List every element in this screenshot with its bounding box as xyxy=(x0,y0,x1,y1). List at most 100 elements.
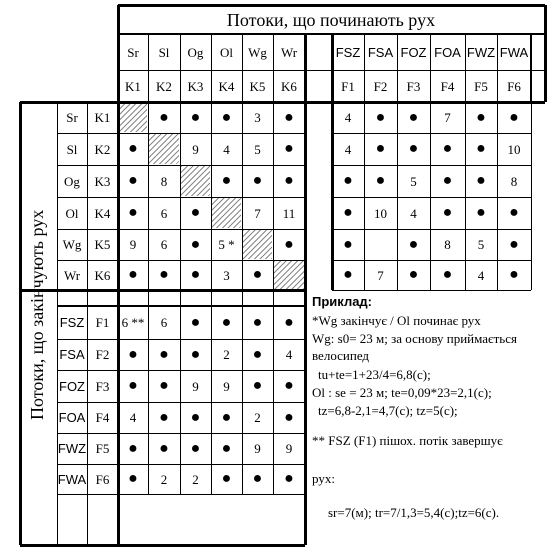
row-header-fsz: FSZ xyxy=(59,315,85,330)
grid-line xyxy=(19,102,22,545)
kk-cell-r6-c2: ● xyxy=(159,266,169,283)
example-line-2: Wg: s0= 23 м; за основу приймається xyxy=(312,331,517,346)
grid-line xyxy=(331,102,334,290)
kf-cell-r4-c6: ● xyxy=(509,204,519,221)
grid-line xyxy=(57,260,305,261)
grid-line xyxy=(465,102,466,290)
grid-line xyxy=(148,34,149,102)
grid-line xyxy=(332,260,531,261)
grid-line xyxy=(242,102,243,290)
fk-cell-r5-c6: 9 xyxy=(285,441,293,456)
fk-cell-r4-c3: ● xyxy=(190,408,201,426)
grid-line xyxy=(304,34,307,102)
grid-line xyxy=(332,133,531,134)
grid-line xyxy=(57,229,305,230)
kf-cell-r1-c4: 7 xyxy=(444,110,451,125)
col-header-foa: FOA xyxy=(434,44,461,60)
grid-line xyxy=(20,101,545,104)
col-code-f2: F2 xyxy=(373,78,388,94)
example-line-5: Ol : se = 23 м; te=0,09*23=2,1(с); xyxy=(312,385,492,400)
row-header-fwz: FWZ xyxy=(57,441,87,456)
kf-cell-r5-c1: ● xyxy=(343,235,353,253)
col-header-fsz: FSZ xyxy=(335,44,361,60)
fk-cell-r6-c1: ● xyxy=(128,470,138,487)
grid-line xyxy=(118,70,545,71)
kk-cell-r2-c3: 9 xyxy=(192,141,199,157)
kf-cell-r1-c6: ● xyxy=(509,108,519,126)
fk-cell-r6-c6: ● xyxy=(284,470,294,487)
row-header-wr: Wr xyxy=(63,267,81,283)
fk-cell-r1-c3: ● xyxy=(190,313,201,331)
col-code-f4: F4 xyxy=(440,78,455,94)
kk-cell-r2-c6: ● xyxy=(284,140,294,157)
col-code-f6: F6 xyxy=(507,78,521,94)
row-header-fwa: FWA xyxy=(57,471,87,487)
col-header-fsa: FSA xyxy=(367,44,394,60)
kk-cell-r4-c2: 6 xyxy=(160,205,168,221)
col-header-sr: Sr xyxy=(127,44,139,60)
col-header-fwz: FWZ xyxy=(466,44,496,60)
diagonal-hatch-cell xyxy=(274,261,304,289)
fk-cell-r4-c1: 4 xyxy=(129,410,137,425)
kk-cell-r3-c6: ● xyxy=(284,172,294,189)
kf-cell-r6-c3: ● xyxy=(408,266,419,283)
fk-cell-r2-c6: 4 xyxy=(285,347,293,362)
kf-cell-r1-c3: ● xyxy=(408,108,419,126)
example-heading: Приклад: xyxy=(312,294,373,309)
grid-line xyxy=(430,34,431,102)
fk-cell-r1-c2: 6 xyxy=(160,315,168,330)
kf-cell-r1-c5: ● xyxy=(476,108,486,126)
fk-cell-r2-c1: ● xyxy=(128,345,138,363)
fk-cell-r1-c6: ● xyxy=(284,313,294,331)
side-title: Потоки, що закінчують рух xyxy=(27,209,47,420)
grid-line xyxy=(180,290,181,494)
kf-cell-r2-c6: 10 xyxy=(507,141,521,157)
fk-cell-r2-c5: ● xyxy=(252,345,263,363)
col-code-k2: K2 xyxy=(156,78,172,94)
kf-cell-r4-c2: 10 xyxy=(374,205,387,221)
grid-line xyxy=(57,165,305,166)
fk-cell-r4-c6: ● xyxy=(284,408,294,426)
kf-cell-r4-c3: 4 xyxy=(410,205,417,221)
row-code-k1: K1 xyxy=(94,110,111,125)
grid-line xyxy=(332,229,531,230)
example-line-1: *Wg закінчує / Ol починає рух xyxy=(312,313,481,328)
grid-line xyxy=(87,102,88,545)
fk-cell-r5-c3: ● xyxy=(190,439,201,457)
col-header-ol: Ol xyxy=(220,44,233,60)
kk-cell-r6-c1: ● xyxy=(128,266,138,283)
kk-cell-r1-c4: ● xyxy=(221,108,232,126)
kf-cell-r5-c3: ● xyxy=(408,235,419,253)
kf-cell-r6-c2: 7 xyxy=(377,267,384,283)
example-line-7: ** FSZ (F1) пішох. потік завершує xyxy=(312,433,503,448)
grid-line xyxy=(211,290,212,494)
kk-cell-r1-c2: ● xyxy=(159,108,169,126)
row-header-sl: Sl xyxy=(66,141,78,157)
fk-cell-r3-c5: ● xyxy=(252,377,263,394)
kk-cell-r3-c1: ● xyxy=(128,172,138,189)
kk-cell-r2-c1: ● xyxy=(128,140,138,157)
col-code-k1: K1 xyxy=(125,78,141,94)
kf-cell-r5-c2 xyxy=(364,229,397,260)
kk-cell-r3-c5: ● xyxy=(252,172,263,189)
grid-line xyxy=(57,494,305,495)
grid-line xyxy=(430,102,431,290)
grid-line xyxy=(211,34,212,102)
grid-line xyxy=(57,370,305,371)
kf-cell-r3-c6: 8 xyxy=(510,173,518,189)
kk-cell-r6-c5: ● xyxy=(252,266,263,283)
fk-cell-r3-c2: ● xyxy=(159,377,169,394)
grid-line xyxy=(304,102,307,290)
kk-cell-r6-c3: ● xyxy=(190,266,201,283)
example-line-6: tz=6,8-2,1=4,7(с); tz=5(с); xyxy=(318,403,458,418)
fk-cell-r3-c3: 9 xyxy=(192,378,199,394)
grid-line xyxy=(57,402,305,403)
kf-cell-r3-c2: ● xyxy=(375,172,386,189)
grid-line xyxy=(497,34,498,102)
kf-cell-r6-c1: ● xyxy=(343,266,353,283)
kf-cell-r6-c5: 4 xyxy=(477,267,485,283)
example-line-9: sr=7(м); tr=7/1,3=5,4(с);tz=6(с). xyxy=(328,505,500,520)
kf-cell-r3-c3: 5 xyxy=(410,173,417,189)
kk-cell-r1-c6: ● xyxy=(284,108,294,126)
fk-cell-r3-c6: ● xyxy=(284,377,294,394)
